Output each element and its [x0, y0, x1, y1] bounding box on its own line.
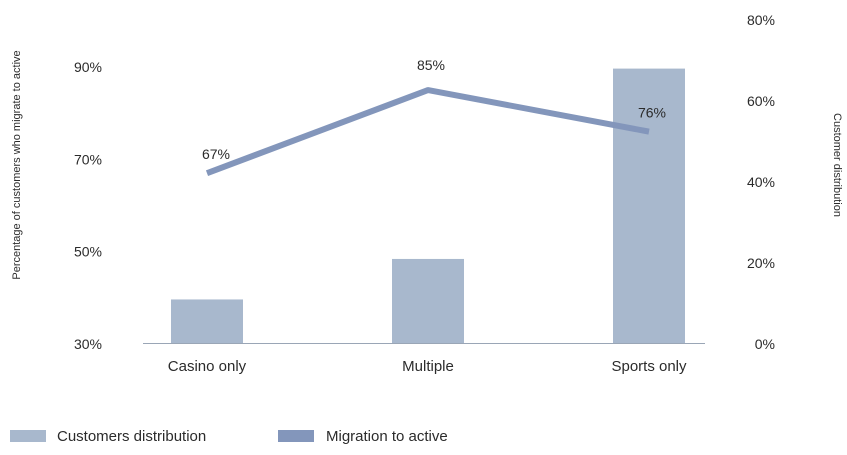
legend: Customers distribution Migration to acti… — [10, 428, 448, 445]
left-tick-30: 30% — [74, 336, 102, 352]
left-tick-70: 70% — [74, 151, 102, 167]
legend-label-migration-to-active: Migration to active — [326, 428, 448, 445]
category-label-casino-only: Casino only — [168, 358, 247, 375]
right-tick-60: 60% — [747, 93, 775, 109]
data-label-sports-only: 76% — [638, 105, 666, 121]
right-tick-labels: 0% 20% 40% 60% 80% — [747, 12, 775, 352]
left-axis-title: Percentage of customers who migrate to a… — [11, 50, 23, 279]
left-tick-90: 90% — [74, 59, 102, 75]
data-labels: 67% 85% 76% — [202, 57, 666, 162]
category-label-sports-only: Sports only — [611, 358, 687, 375]
bar-sports-only — [613, 68, 685, 344]
right-tick-20: 20% — [747, 255, 775, 271]
data-label-casino-only: 67% — [202, 146, 230, 162]
legend-swatch-customers-distribution — [10, 430, 46, 442]
right-tick-80: 80% — [747, 12, 775, 28]
data-label-multiple: 85% — [417, 57, 445, 73]
legend-label-customers-distribution: Customers distribution — [57, 428, 206, 445]
line-group — [205, 87, 650, 176]
category-label-multiple: Multiple — [402, 358, 454, 375]
bar-casino-only — [171, 299, 243, 344]
right-tick-40: 40% — [747, 174, 775, 190]
right-axis-title: Customer distribution — [831, 113, 843, 217]
left-tick-labels: 30% 50% 70% 90% — [74, 59, 102, 352]
bar-multiple — [392, 258, 464, 344]
right-tick-0: 0% — [755, 336, 775, 352]
category-labels: Casino only Multiple Sports only — [168, 358, 687, 375]
left-tick-50: 50% — [74, 244, 102, 260]
bars-group — [171, 68, 685, 344]
legend-swatch-migration-to-active — [278, 430, 314, 442]
line-migration-to-active — [205, 87, 650, 176]
